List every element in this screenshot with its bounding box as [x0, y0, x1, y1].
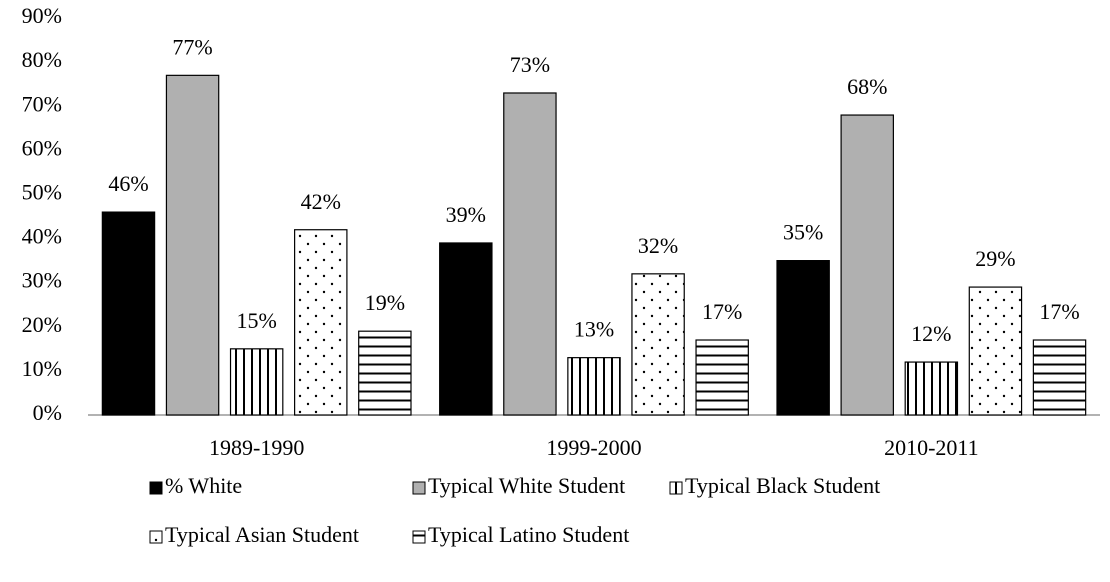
value-label: 68% [847, 74, 887, 99]
y-tick-label: 40% [22, 224, 62, 249]
value-label: 77% [172, 34, 212, 59]
bar [1032, 339, 1087, 416]
legend-label: Typical Black Student [685, 473, 880, 498]
bar [229, 348, 284, 416]
value-label: 39% [446, 202, 486, 227]
bar [695, 339, 749, 416]
legend-label: % White [165, 473, 242, 498]
x-tick-label: 1999-2000 [546, 435, 641, 460]
legend-label: Typical Latino Student [428, 522, 629, 547]
bar [294, 229, 348, 416]
y-tick-label: 70% [22, 91, 62, 116]
value-label: 29% [975, 246, 1015, 271]
legend-swatch [412, 481, 426, 495]
value-label: 15% [237, 308, 277, 333]
y-tick-label: 20% [22, 312, 62, 337]
bar [358, 330, 412, 416]
value-label: 17% [702, 299, 742, 324]
y-tick-label: 30% [22, 268, 62, 293]
bar [165, 74, 220, 416]
value-label: 32% [638, 233, 678, 258]
bar [904, 361, 959, 416]
value-label: 42% [301, 189, 341, 214]
value-label: 12% [911, 321, 951, 346]
bar [840, 114, 894, 416]
legend-swatch [412, 530, 426, 544]
bar [101, 211, 156, 416]
value-label: 46% [108, 171, 148, 196]
bar [968, 286, 1023, 416]
value-label: 13% [574, 317, 614, 342]
y-tick-label: 50% [22, 179, 62, 204]
legend-swatch [149, 481, 163, 495]
x-tick-label: 1989-1990 [209, 435, 304, 460]
y-tick-label: 80% [22, 47, 62, 72]
legend-swatch [149, 530, 163, 544]
bar [567, 357, 621, 416]
y-tick-label: 60% [22, 135, 62, 160]
y-tick-label: 0% [33, 400, 62, 425]
legend-swatch [669, 481, 683, 495]
bar [439, 242, 493, 416]
bar [776, 260, 830, 416]
bar [503, 92, 557, 416]
legend-label: Typical White Student [428, 473, 625, 498]
value-label: 17% [1039, 299, 1079, 324]
x-tick-label: 2010-2011 [884, 435, 979, 460]
y-tick-label: 90% [22, 3, 62, 28]
legend-label: Typical Asian Student [165, 522, 359, 547]
value-label: 19% [365, 290, 405, 315]
value-label: 35% [783, 220, 823, 245]
y-tick-label: 10% [22, 356, 62, 381]
value-label: 73% [510, 52, 550, 77]
bar [631, 273, 685, 416]
